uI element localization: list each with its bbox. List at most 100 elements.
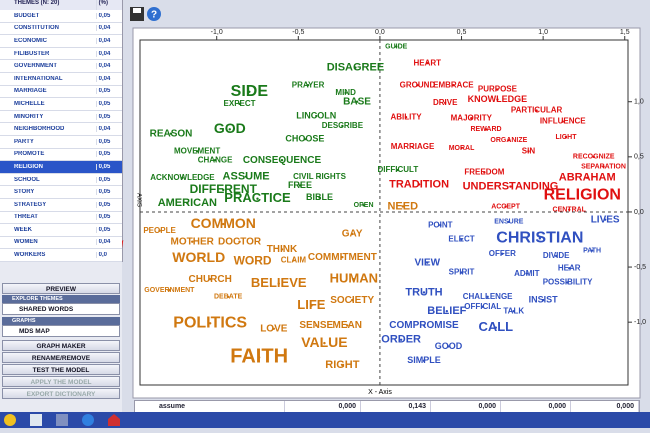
theme-row[interactable]: STORY 0,05 (0, 186, 122, 199)
word-label: DOCTOR (218, 236, 262, 247)
theme-percent: 0,04 (95, 75, 122, 82)
theme-percent: 0,05 (95, 151, 122, 158)
word-label: HEART (413, 58, 441, 67)
theme-percent: 0,05 (95, 201, 122, 208)
y-axis-label: AXIS (135, 193, 141, 207)
theme-name: MARRIAGE (14, 88, 47, 95)
word-label: DIFFERENT (190, 182, 258, 196)
theme-row[interactable]: NEIGHBORHOOD 0,04 (0, 123, 122, 136)
word-point (452, 83, 455, 87)
theme-list: THEMES (N: 20) (%) BUDGET 0,05 CONSTITUTION 0… (0, 0, 123, 262)
word-point (444, 101, 447, 105)
theme-row[interactable]: FILIBUSTER 0,04 (0, 48, 122, 61)
theme-row[interactable]: SCHOOL 0,05 (0, 174, 122, 187)
word-point (344, 91, 347, 95)
word-point (195, 150, 199, 153)
explore-dropdown[interactable]: SHARED WORDS (2, 303, 120, 315)
theme-name: FILIBUSTER (14, 50, 50, 57)
word-label: ELECT (448, 235, 474, 244)
theme-row[interactable]: MINORITY 0,05 (0, 111, 122, 124)
word-point (303, 138, 307, 141)
word-label: DIFFICULT (378, 165, 419, 174)
word-point (355, 100, 359, 103)
theme-row[interactable]: CONSTITUTION 0,04 (0, 23, 122, 36)
theme-row[interactable]: PARTY 0,05 (0, 136, 122, 149)
theme-row[interactable]: PROMOTE 0,05 (0, 149, 122, 162)
tool-icon[interactable] (108, 414, 120, 426)
result-cell: assume (135, 401, 285, 412)
word-point (422, 324, 426, 327)
word-point (460, 271, 463, 274)
tool-icon[interactable] (82, 414, 94, 426)
word-point (404, 115, 408, 119)
theme-percent: 0,05 (95, 88, 122, 95)
word-label: MAJORITY (451, 113, 493, 122)
chart-panel (132, 27, 641, 399)
theme-row[interactable]: WORKERS 0,0 (0, 249, 122, 262)
save-icon[interactable] (130, 7, 144, 21)
word-label: AMERICAN (158, 197, 217, 209)
word-label: WORLD (172, 249, 225, 265)
theme-row[interactable]: THREAT 0,05 (0, 212, 122, 225)
word-point (426, 261, 429, 264)
word-point (186, 201, 189, 205)
preview-button[interactable]: PREVIEW (2, 283, 120, 294)
word-point (535, 109, 538, 112)
y-tick-label: 0,0 (634, 209, 644, 216)
word-point (566, 281, 569, 284)
word-point (352, 277, 356, 281)
word-point (460, 238, 463, 241)
tool-icon[interactable] (56, 414, 68, 426)
word-point (509, 185, 512, 188)
tool-icon[interactable] (30, 414, 42, 426)
theme-name: WORKERS (14, 252, 46, 259)
action-button[interactable]: TEST THE MODEL (2, 364, 120, 375)
word-point (504, 205, 507, 208)
theme-row[interactable]: MARRIAGE 0,05 (0, 86, 122, 99)
word-point (541, 298, 545, 302)
word-label: BIBLE (306, 192, 333, 202)
theme-percent: 0,0 (95, 252, 122, 259)
theme-row[interactable]: GOVERNMENT 0,04 (0, 60, 122, 73)
word-label: COMMON (191, 215, 256, 231)
action-button: EXPORT DICTIONARY (2, 388, 120, 399)
word-label: MARRIAGE (391, 142, 435, 151)
word-label: REASON (150, 128, 193, 139)
action-button[interactable]: RENAME/REMOVE (2, 352, 120, 363)
result-cell: 0,000 (431, 401, 501, 412)
action-button[interactable]: GRAPH MAKER (2, 340, 120, 351)
word-label: FREE (288, 180, 312, 190)
theme-name: NEIGHBORHOOD (14, 126, 65, 133)
word-label: SIDE (231, 83, 269, 100)
word-point (292, 259, 295, 262)
word-point (411, 145, 414, 149)
word-point (395, 45, 398, 48)
tool-icon[interactable] (4, 414, 16, 426)
theme-row[interactable]: INTERNATIONAL 0,04 (0, 73, 122, 86)
theme-row[interactable]: WOMEN 0,04 (0, 237, 122, 250)
word-label: ABRAHAM (559, 172, 616, 184)
theme-row[interactable]: STRATEGY 0,05 (0, 199, 122, 212)
word-point (602, 165, 605, 168)
theme-row[interactable]: BUDGET 0,05 (0, 10, 122, 23)
word-label: ADMIT (514, 269, 539, 278)
theme-name: THREAT (14, 214, 38, 221)
graphs-dropdown[interactable]: MDS MAP (2, 325, 120, 337)
word-label: OFFER (489, 249, 516, 258)
word-point (213, 158, 217, 162)
result-cell: 0,000 (285, 401, 361, 412)
theme-row[interactable]: ECONOMIC 0,04 (0, 35, 122, 48)
word-point (568, 266, 571, 270)
word-point (422, 359, 426, 362)
result-cell: 0,143 (361, 401, 431, 412)
help-icon[interactable]: ? (147, 7, 161, 21)
word-label: LOVE (260, 323, 288, 334)
word-point (277, 282, 280, 285)
theme-row[interactable]: RELIGION 0,05 (0, 161, 122, 174)
word-label: MORAL (449, 145, 475, 152)
theme-row[interactable]: WEEK 0,05 (0, 224, 122, 237)
theme-row[interactable]: MICHELLE 0,05 (0, 98, 122, 111)
word-point (257, 356, 261, 359)
word-point (222, 222, 225, 226)
word-label: OPEN (354, 202, 374, 209)
